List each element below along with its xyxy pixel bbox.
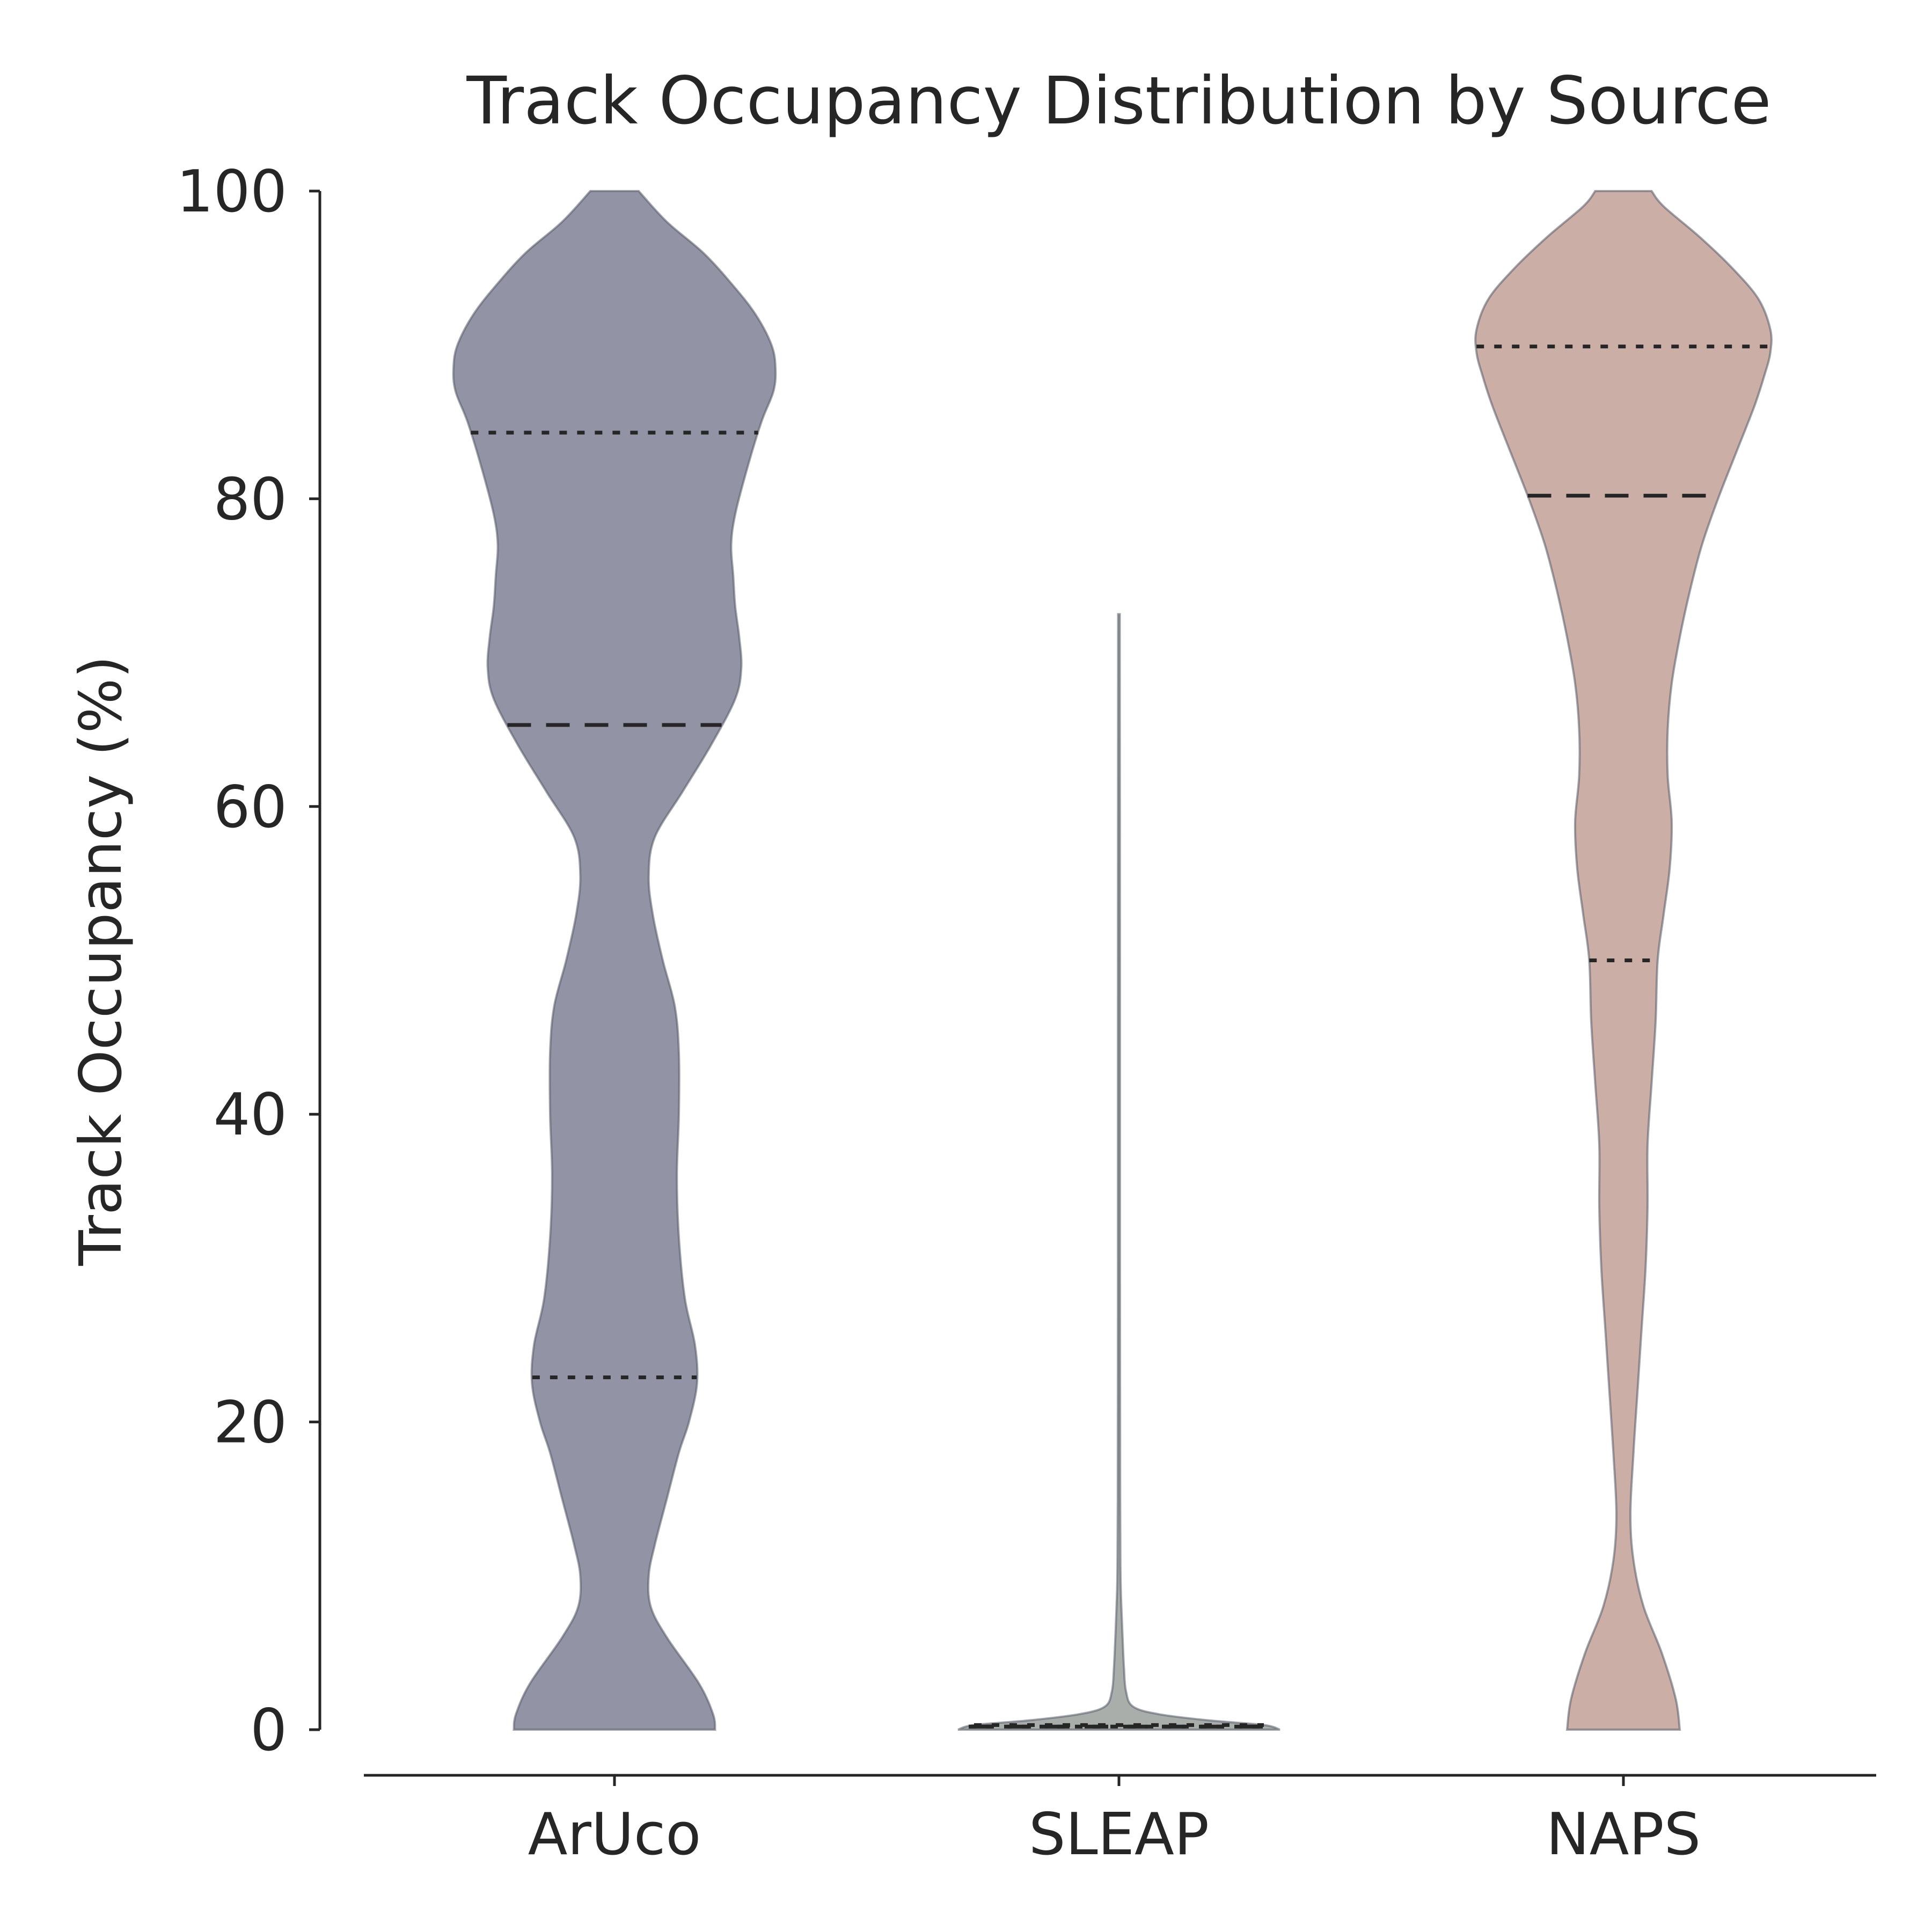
- x-ticks: ArUco SLEAP NAPS: [528, 1775, 1701, 1868]
- x-tick-label-aruco: ArUco: [528, 1801, 701, 1868]
- y-tick-label: 20: [214, 1389, 287, 1457]
- y-tick-label: 100: [177, 158, 287, 225]
- x-tick-label-naps: NAPS: [1546, 1801, 1701, 1868]
- y-tick-label: 40: [214, 1081, 287, 1148]
- y-tick-label: 0: [250, 1697, 287, 1764]
- violin-body: [452, 190, 777, 1731]
- chart-title: Track Occupancy Distribution by Source: [466, 63, 1771, 139]
- violin-aruco: [452, 190, 777, 1731]
- violins-layer: [452, 190, 1773, 1731]
- x-tick-label-sleap: SLEAP: [1029, 1801, 1209, 1868]
- violin-body: [957, 613, 1280, 1731]
- y-tick-label: 60: [214, 774, 287, 841]
- y-ticks: 0 20 40 60 80 100: [177, 158, 320, 1764]
- violin-sleap: [957, 613, 1280, 1731]
- violin-body: [1474, 190, 1773, 1731]
- violin-naps: [1474, 190, 1773, 1731]
- y-tick-label: 80: [214, 466, 287, 533]
- y-axis-label: Track Occupancy (%): [68, 656, 135, 1267]
